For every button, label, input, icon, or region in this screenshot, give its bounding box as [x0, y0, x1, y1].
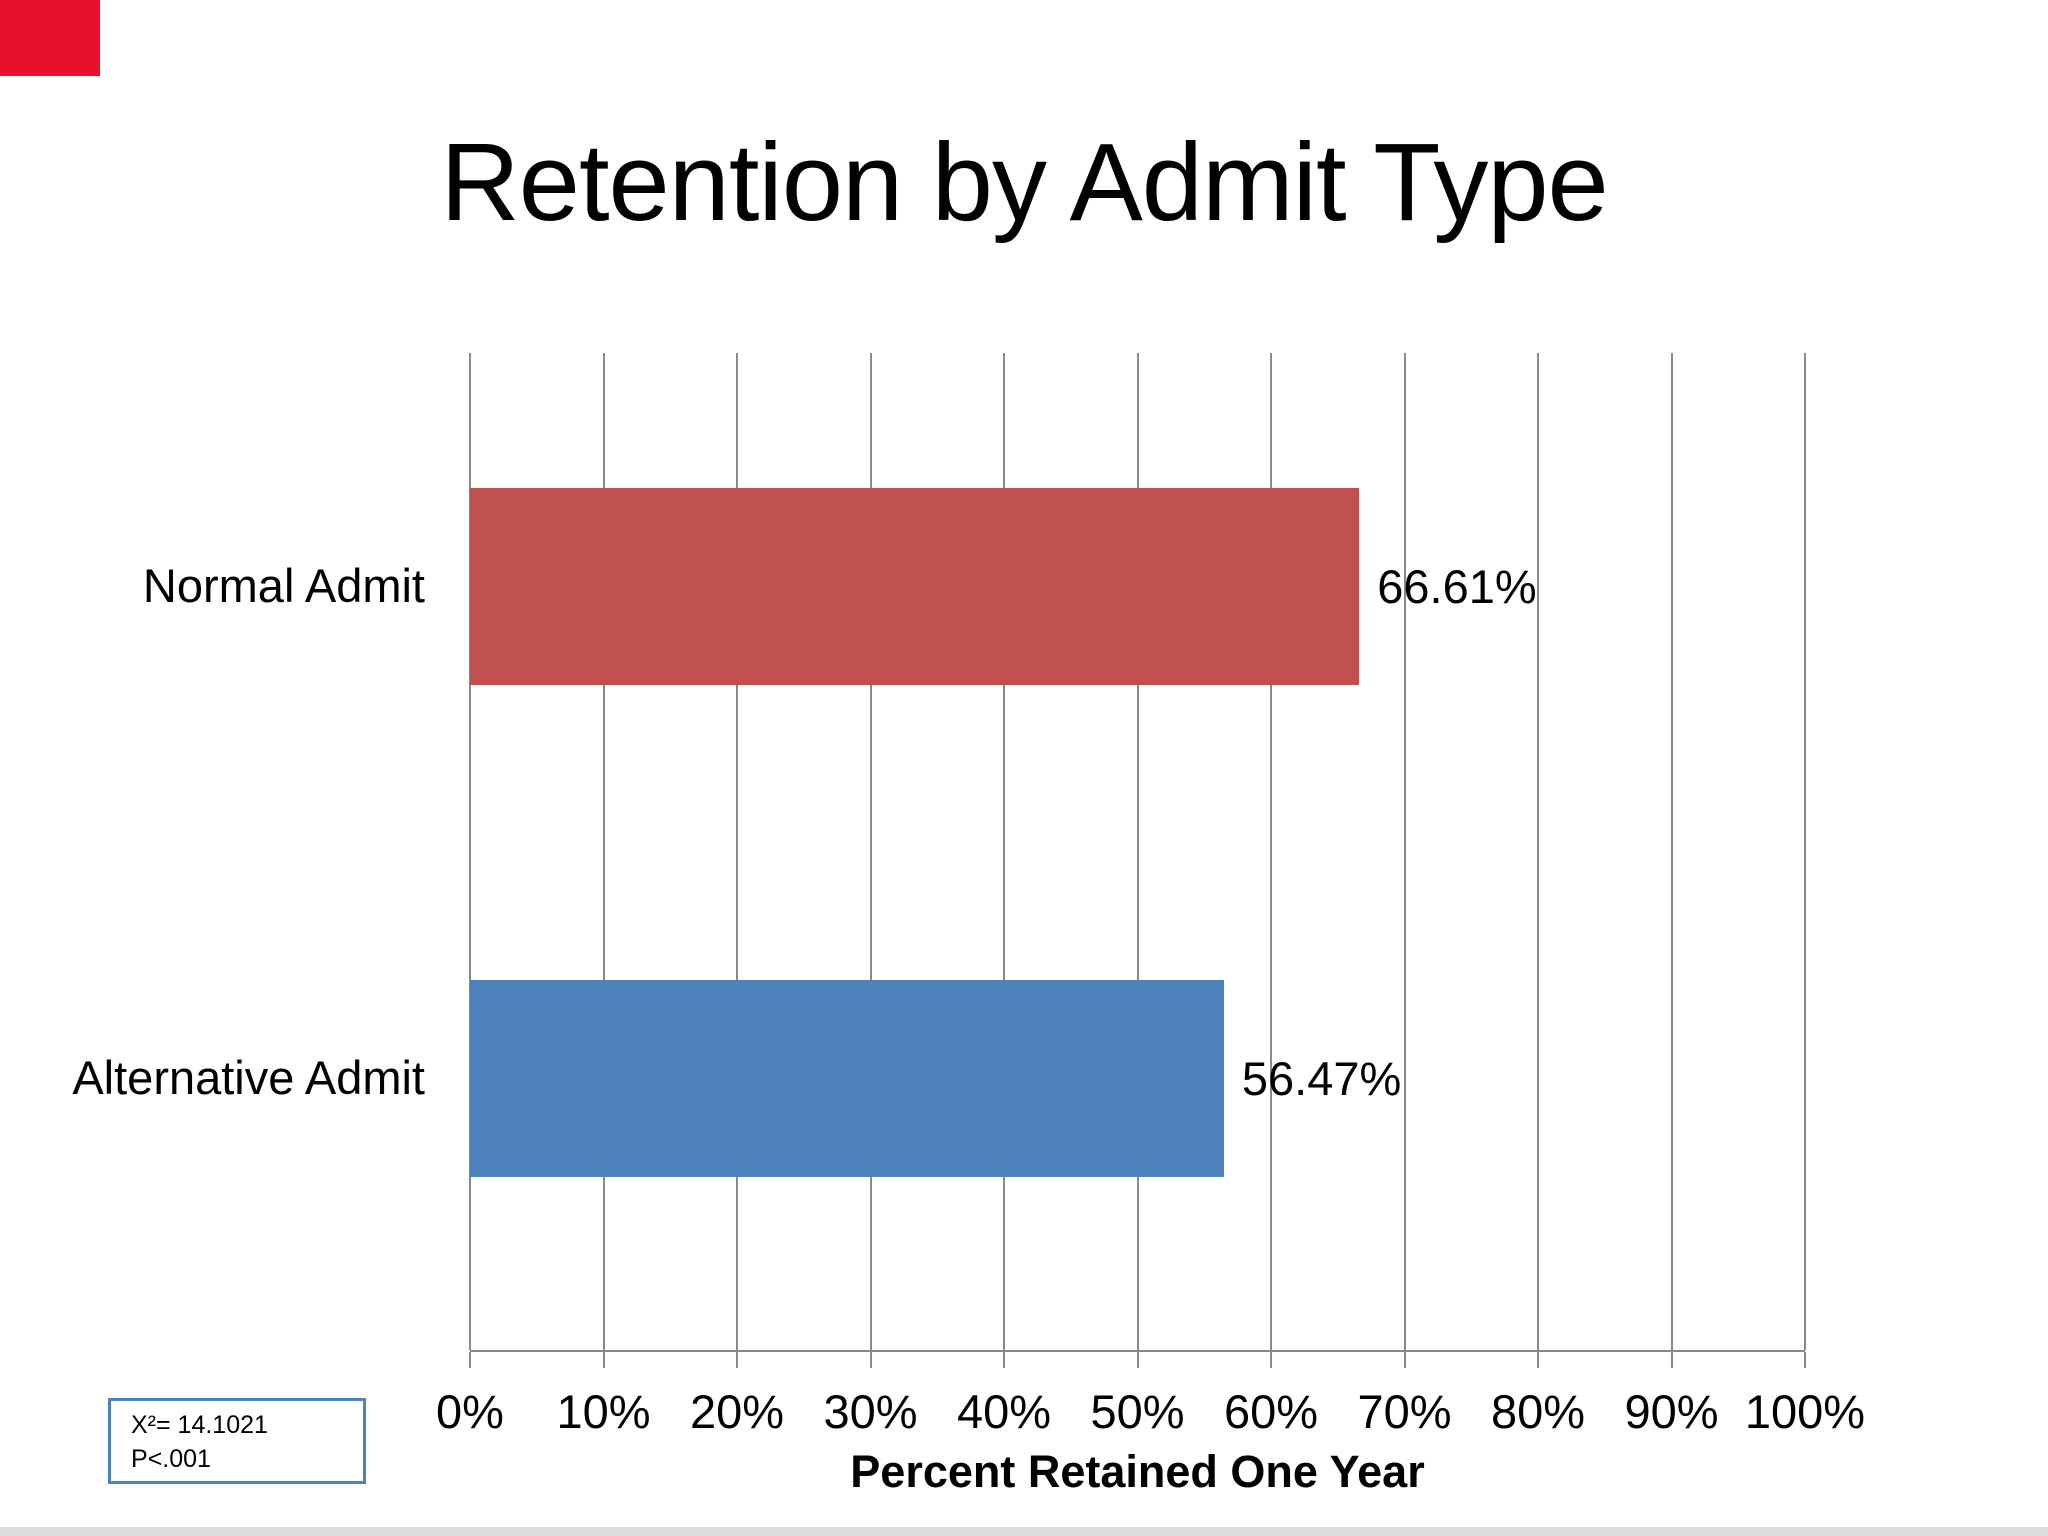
stats-chi-square: X²= 14.1021: [131, 1411, 268, 1439]
axis-tick-label: 20%: [689, 1385, 785, 1438]
bar-row-alternative-admit: 56.47%: [470, 980, 1805, 1177]
axis-tick: [1403, 1352, 1406, 1368]
axis-tick-label: 100%: [1744, 1385, 1866, 1438]
category-label-alternative-admit: Alternative Admit: [72, 1051, 425, 1104]
axis-tick-label: 60%: [1223, 1385, 1319, 1438]
axis-tick: [1670, 1352, 1673, 1368]
slide-bottom-edge: [0, 1527, 2048, 1536]
axis-tick: [469, 1352, 471, 1368]
chart-title: Retention by Admit Type: [440, 121, 1608, 244]
gridline: [1537, 353, 1539, 1350]
category-label-normal-admit: Normal Admit: [142, 559, 425, 612]
gridline: [736, 353, 738, 1350]
gridline: [1270, 353, 1272, 1350]
axis-tick: [1270, 1352, 1272, 1368]
gridline: [1403, 353, 1406, 1350]
x-axis-tick-labels: 0% 10% 20% 30% 40% 50% 60% 70% 80% 90% 100%: [436, 1384, 1865, 1438]
axis-tick-label: 30%: [823, 1385, 918, 1438]
axis-tick: [1003, 1352, 1005, 1368]
gridline: [602, 353, 605, 1350]
axis-tick-label: 90%: [1624, 1385, 1719, 1438]
axis-tick-label: 10%: [556, 1385, 651, 1438]
axis-tick-label: 80%: [1490, 1385, 1586, 1438]
stats-p-value: P<.001: [131, 1445, 211, 1473]
axis-tick: [869, 1352, 872, 1368]
axis-tick-label: 40%: [956, 1385, 1052, 1438]
gridline: [1670, 353, 1673, 1350]
gridline: [869, 353, 872, 1350]
axis-tick: [1537, 1352, 1539, 1368]
gridline: [469, 353, 471, 1350]
axis-tick: [1136, 1352, 1139, 1368]
stats-box: X²= 14.1021 P<.001: [108, 1398, 366, 1484]
x-axis-ticks: [469, 1352, 1806, 1368]
corner-accent-shape: [0, 0, 100, 76]
axis-tick-label: 0%: [436, 1385, 504, 1438]
bar-alternative-admit: [470, 980, 1224, 1177]
bar-value-label-alternative-admit: 56.47%: [1241, 1052, 1402, 1105]
axis-tick: [1804, 1352, 1806, 1368]
axis-tick: [736, 1352, 738, 1368]
x-axis-title: Percent Retained One Year: [850, 1446, 1425, 1497]
axis-tick: [602, 1352, 605, 1368]
gridline: [1804, 353, 1806, 1350]
gridline: [1136, 353, 1139, 1350]
bar-normal-admit: [470, 488, 1360, 685]
axis-tick-label: 50%: [1090, 1385, 1185, 1438]
plot-area: 66.61% 56.47%: [469, 353, 1806, 1352]
bar-value-label-normal-admit: 66.61%: [1377, 560, 1537, 613]
axis-tick-label: 70%: [1357, 1385, 1452, 1438]
gridline: [1003, 353, 1005, 1350]
bar-row-normal-admit: 66.61%: [470, 488, 1805, 685]
